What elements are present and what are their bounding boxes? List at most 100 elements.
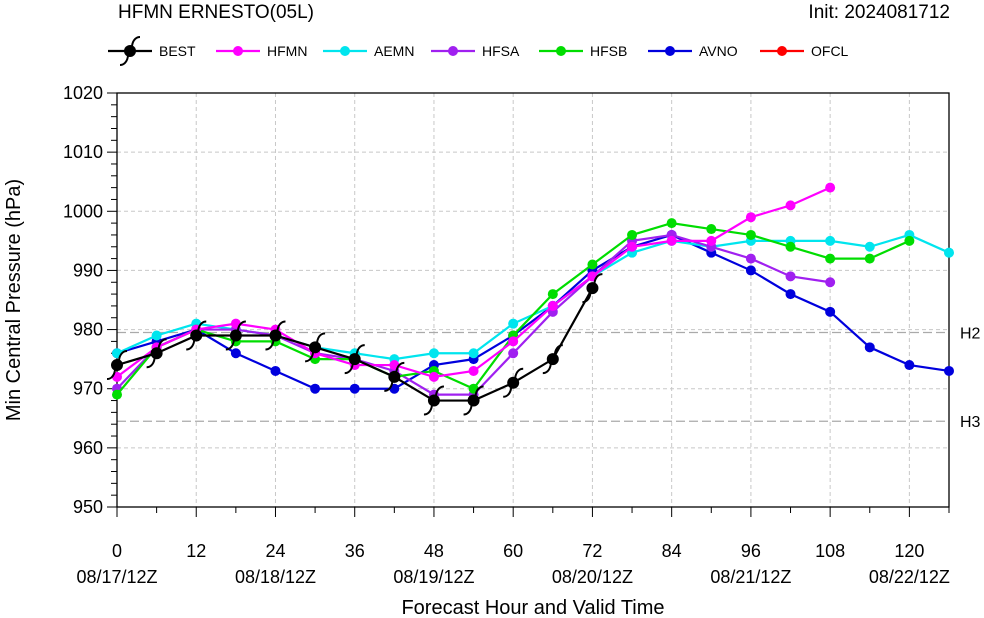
legend-marker: [777, 46, 787, 56]
best-track-point: [344, 344, 365, 375]
x-date-label: 08/21/12Z: [710, 567, 791, 587]
y-tick-label: 1020: [63, 83, 103, 103]
reference-label: H2: [960, 326, 981, 343]
hurricane-center: [507, 376, 520, 389]
best-track-point: [186, 320, 207, 351]
hurricane-arm: [434, 385, 445, 396]
point-hfsb: [825, 253, 836, 264]
hurricane-arm: [236, 320, 246, 331]
best-track-point: [146, 338, 167, 369]
y-tick-label: 1000: [63, 201, 103, 221]
legend-item-hfsb: HFSB: [539, 43, 627, 59]
point-avno: [904, 360, 915, 371]
x-tick-label: 0: [112, 541, 122, 561]
hurricane-arm: [384, 381, 394, 392]
point-avno: [944, 365, 954, 376]
point-hfsb: [666, 218, 677, 229]
point-hfsb: [785, 241, 796, 252]
point-aemn: [508, 318, 519, 329]
best-track-point: [582, 273, 603, 304]
point-hfsb: [587, 259, 598, 270]
hurricane-arm: [186, 340, 196, 351]
hurricane-center: [229, 329, 242, 342]
point-hfsb: [745, 229, 756, 240]
point-hfsb: [864, 253, 875, 264]
hurricane-arm: [197, 320, 207, 331]
hurricane-arm: [503, 387, 513, 398]
legend-label: AEMN: [374, 43, 414, 59]
best-track-point: [423, 385, 445, 416]
legend-label: HFMN: [267, 43, 307, 59]
y-tick-label: 970: [73, 379, 103, 399]
legend-marker: [556, 46, 566, 56]
best-track-point: [225, 320, 246, 351]
best-track-point: [265, 320, 286, 351]
hurricane-arm: [157, 338, 167, 349]
point-hfsa: [825, 277, 836, 288]
hurricane-arm: [553, 344, 563, 355]
point-hfsb: [112, 389, 122, 400]
hurricane-center: [586, 282, 599, 295]
x-tick-label: 120: [894, 541, 924, 561]
hurricane-arm: [265, 340, 275, 351]
point-avno: [349, 383, 360, 394]
hurricane-arm: [395, 361, 405, 373]
y-tick-label: 1010: [63, 142, 103, 162]
point-avno: [825, 306, 836, 317]
point-avno: [230, 348, 241, 359]
hurricane-arm: [106, 369, 116, 381]
x-date-label: 08/18/12Z: [235, 567, 316, 587]
legend-hurricane-icon: [119, 36, 141, 66]
x-date-label: 08/22/12Z: [869, 567, 950, 587]
hurricane-center: [348, 353, 361, 366]
hurricane-center: [467, 394, 480, 407]
point-hfsb: [904, 235, 915, 246]
legend-marker: [665, 46, 675, 56]
point-hfsb: [627, 229, 638, 240]
legend-item-hfmn: HFMN: [216, 43, 307, 59]
x-axis-label: Forecast Hour and Valid Time: [401, 597, 664, 618]
legend-marker: [340, 46, 350, 56]
x-tick-label: 12: [186, 541, 206, 561]
init-time: Init: 2024081712: [808, 2, 950, 23]
point-hfmn: [547, 300, 558, 311]
legend-label: OFCL: [811, 43, 849, 59]
hurricane-arm: [146, 358, 156, 369]
x-date-label: 08/20/12Z: [552, 567, 633, 587]
point-hfmn: [745, 212, 756, 223]
x-tick-label: 96: [741, 541, 761, 561]
legend-marker: [448, 46, 458, 56]
hurricane-arm: [582, 292, 592, 304]
series-line-avno: [116, 233, 950, 390]
point-hfmn: [666, 235, 677, 246]
legend-label: HFSA: [482, 43, 520, 59]
point-avno: [785, 289, 796, 300]
point-aemn: [468, 348, 479, 359]
legend-item-avno: AVNO: [648, 43, 738, 59]
hurricane-arm: [514, 367, 524, 378]
best-track-point: [384, 361, 405, 392]
point-hfsb: [547, 289, 558, 300]
y-tick-label: 980: [73, 320, 103, 340]
point-avno: [864, 342, 875, 353]
hurricane-arm: [119, 55, 129, 66]
hurricane-arm: [225, 340, 235, 351]
hurricane-arm: [131, 36, 141, 47]
point-aemn: [944, 247, 954, 258]
x-tick-label: 24: [265, 541, 285, 561]
hurricane-arm: [474, 385, 484, 396]
hurricane-center: [427, 394, 440, 407]
legend-marker: [233, 46, 243, 56]
point-hfmn: [627, 241, 638, 252]
point-hfmn: [825, 182, 836, 193]
hurricane-arm: [118, 350, 128, 361]
best-track-point: [305, 332, 326, 363]
best-track-point: [106, 350, 128, 381]
x-date-label: 08/19/12Z: [393, 567, 474, 587]
point-hfmn: [706, 235, 717, 246]
y-axis-label: Min Central Pressure (hPa): [3, 179, 25, 421]
legend-item-best: BEST: [108, 36, 196, 66]
hurricane-center: [111, 359, 123, 372]
point-aemn: [151, 330, 162, 341]
point-aemn: [825, 235, 836, 246]
